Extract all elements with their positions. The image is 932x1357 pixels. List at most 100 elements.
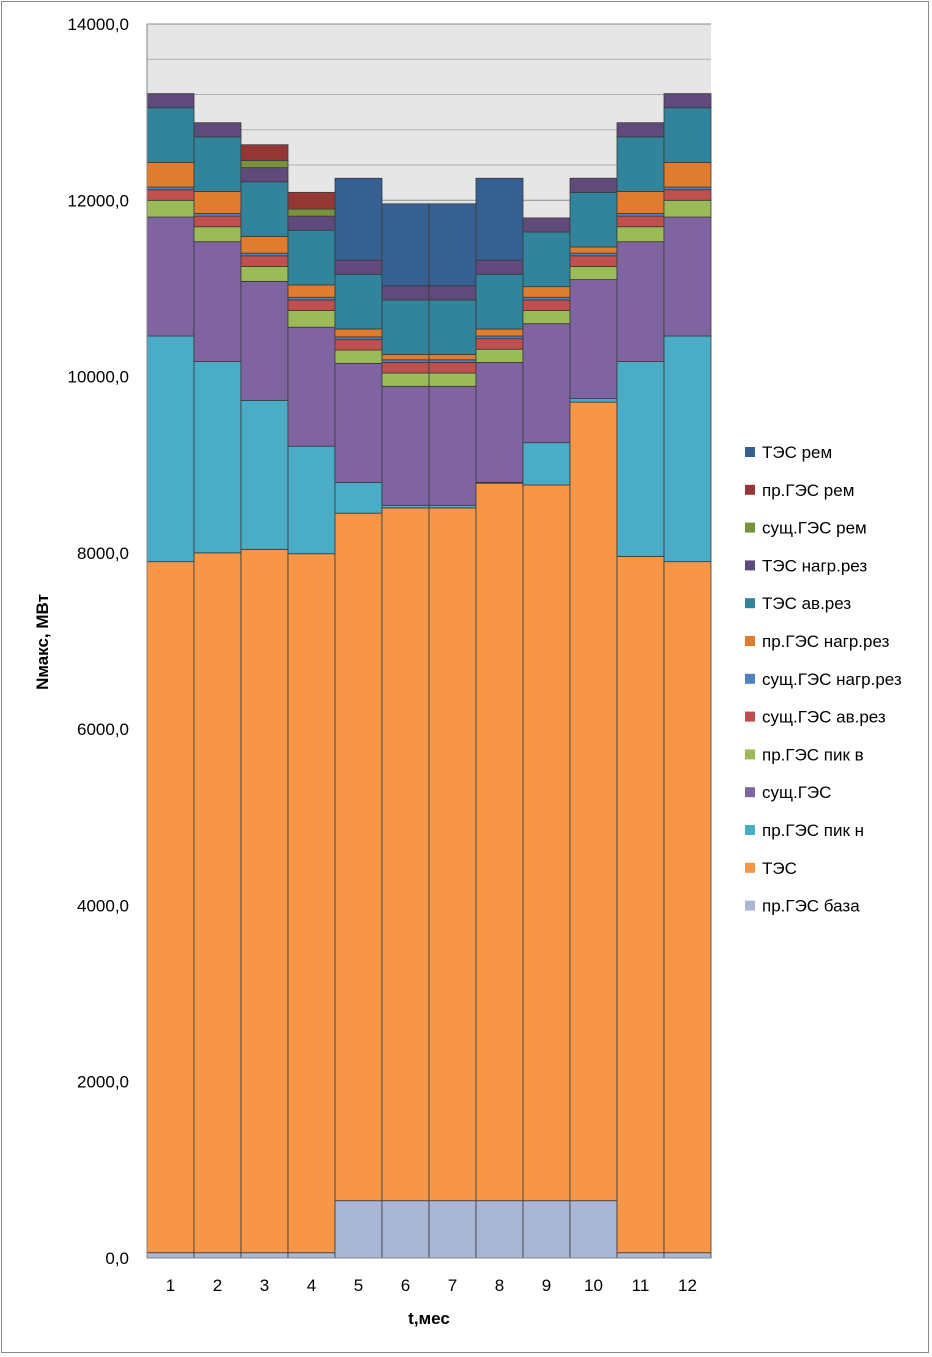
bar-segment — [616, 191, 665, 214]
bar-segment — [381, 385, 430, 506]
bar-segment — [381, 362, 430, 374]
bar-segment — [381, 203, 430, 287]
bar-segment — [334, 1200, 383, 1259]
bar-segment — [475, 1200, 524, 1259]
y-tick-labels: 0,0 2000,0 4000,0 6000,0 8000,0 10000,0 12000,… — [68, 15, 129, 1268]
bar-segment — [193, 1252, 242, 1259]
bar-segment — [146, 1252, 195, 1259]
bar-segment — [616, 122, 665, 138]
bar-segment — [522, 1200, 571, 1259]
y-tick-label: 12000,0 — [68, 191, 129, 210]
legend-swatch — [745, 560, 755, 571]
bar-segment — [287, 1252, 336, 1259]
legend-label: пр.ГЭС база — [762, 897, 860, 916]
bar-segment — [287, 284, 336, 298]
bar-segment — [193, 215, 242, 228]
bar-segment — [663, 107, 712, 163]
bar-segment — [428, 507, 477, 1202]
y-axis-title: Nмакс, МВт — [33, 594, 52, 690]
bar-segment — [663, 335, 712, 563]
bar-segment — [616, 361, 665, 557]
bar-segment — [287, 229, 336, 286]
bar-segment — [522, 323, 571, 444]
bar-segment — [193, 191, 242, 214]
bar-segment — [428, 1200, 477, 1259]
bar-segment — [240, 181, 289, 237]
legend-swatch — [745, 862, 755, 873]
x-tick-label: 9 — [542, 1276, 551, 1295]
legend-swatch — [745, 711, 755, 722]
y-tick-label: 10000,0 — [68, 368, 129, 387]
bar-segment — [146, 561, 195, 1254]
bar-segment — [475, 259, 524, 275]
x-axis-title: t,мес — [408, 1309, 450, 1328]
bar-segment — [428, 299, 477, 355]
x-tick-label: 7 — [448, 1276, 457, 1295]
x-tick-label: 1 — [166, 1276, 175, 1295]
legend-swatch — [745, 787, 755, 798]
bar-segment — [428, 285, 477, 301]
legend-swatch — [745, 447, 755, 457]
bar-segment — [522, 286, 571, 298]
bar-segment — [522, 442, 571, 486]
legend-swatch — [745, 636, 755, 646]
bar-segment — [616, 136, 665, 192]
bar-segment — [663, 161, 712, 188]
bar-segment — [475, 177, 524, 261]
bar-segment — [569, 177, 618, 193]
bar-segment — [334, 481, 383, 514]
bar-segment — [428, 203, 477, 287]
y-tick-label: 6000,0 — [77, 720, 129, 739]
bar-segment — [287, 191, 336, 210]
bar-segment — [381, 507, 430, 1202]
x-tick-label: 4 — [307, 1276, 316, 1295]
bar-segment — [146, 216, 195, 337]
legend-swatch — [745, 598, 755, 609]
bar-segment — [334, 512, 383, 1202]
bar-segment — [334, 177, 383, 261]
bar-segment — [381, 1200, 430, 1259]
bar-segment — [240, 144, 289, 162]
legend-label: ТЭС рем — [762, 443, 832, 462]
bar-segment — [569, 255, 618, 267]
bar-segment — [193, 241, 242, 362]
bar-segment — [616, 215, 665, 228]
bar-segment — [334, 259, 383, 275]
bar-segment — [569, 1200, 618, 1259]
legend-label: пр.ГЭС нагр.рез — [762, 632, 890, 651]
bar-segment — [663, 1252, 712, 1259]
bar-segment — [475, 273, 524, 330]
bar-segment — [146, 199, 195, 218]
bar-segment — [381, 285, 430, 301]
legend-label: ТЭС — [762, 859, 797, 878]
bar-segment — [569, 191, 618, 248]
bar-segment — [334, 362, 383, 483]
bar-segment — [381, 354, 430, 361]
bar-segment — [475, 482, 524, 1202]
bar-segment — [522, 310, 571, 325]
bar-segment — [522, 484, 571, 1202]
bar-segment — [475, 338, 524, 350]
bar-segment — [240, 399, 289, 550]
legend-label: пр.ГЭС пик в — [762, 745, 864, 764]
x-tick-label: 11 — [632, 1276, 650, 1295]
y-tick-label: 4000,0 — [77, 896, 129, 915]
bar-segment — [287, 445, 336, 555]
bar-segment — [475, 362, 524, 483]
legend-swatch — [745, 522, 755, 533]
legend-swatch — [745, 484, 755, 495]
legend-label: сущ.ГЭС — [762, 783, 831, 802]
bar-segment — [287, 326, 336, 447]
y-tick-label: 8000,0 — [77, 544, 129, 563]
bar-segment — [522, 299, 571, 311]
bar-segment — [287, 553, 336, 1254]
bar-segment — [146, 161, 195, 188]
bar-segment — [569, 398, 618, 403]
bar-segment — [193, 226, 242, 243]
bar-segment — [381, 299, 430, 355]
bar-segment — [334, 273, 383, 330]
bar-segment — [334, 339, 383, 351]
legend-swatch — [745, 673, 755, 684]
bar-segment — [663, 561, 712, 1254]
